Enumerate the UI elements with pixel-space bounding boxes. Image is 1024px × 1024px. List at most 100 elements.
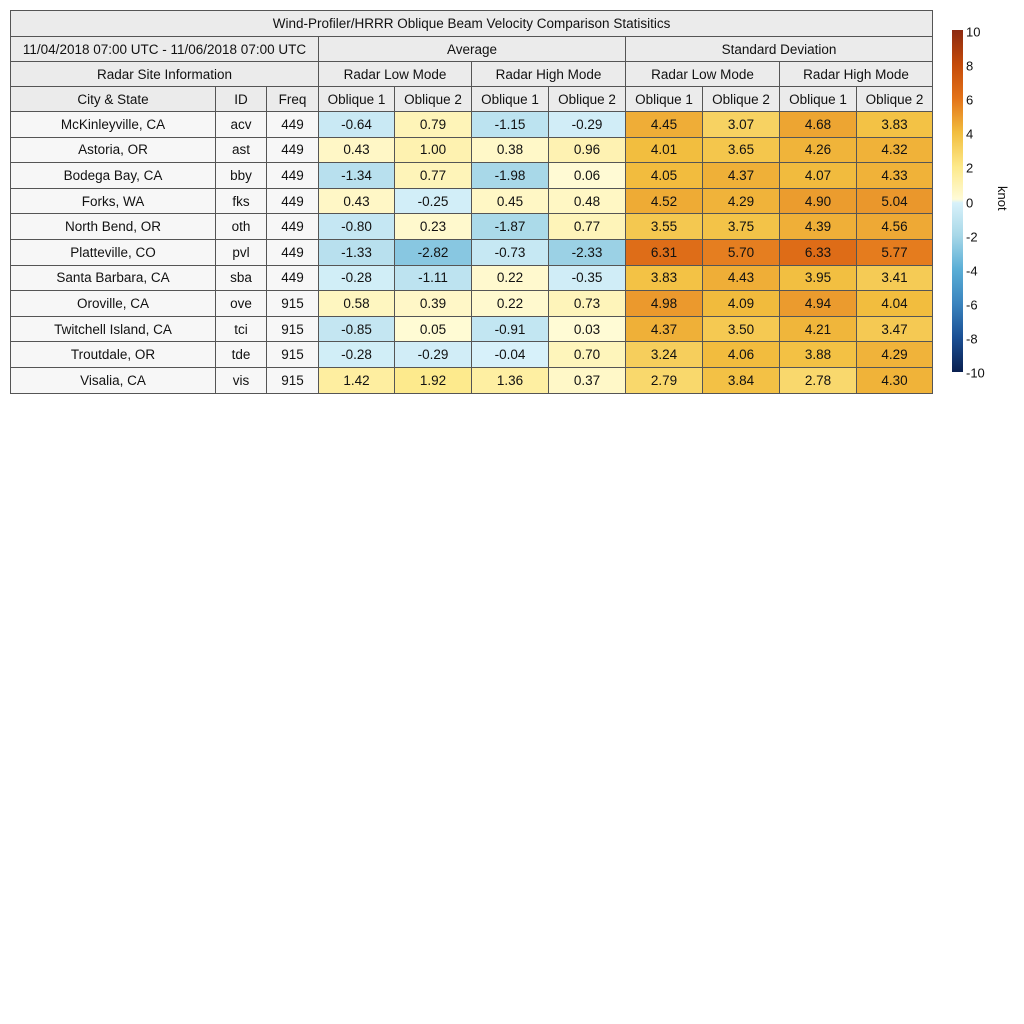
table-row: Platteville, CO pvl 449 -1.33 -2.82 -0.73 -2.3… <box>10 238 934 266</box>
value-cell: 4.29 <box>702 187 780 215</box>
value-cell: 4.04 <box>855 290 934 317</box>
freq-cell: 449 <box>266 111 319 138</box>
value-cell: -2.82 <box>394 238 472 266</box>
city-cell: Visalia, CA <box>10 366 216 394</box>
value-cell: 0.22 <box>471 290 549 317</box>
value-cell: 0.38 <box>471 136 549 164</box>
value-cell: 5.70 <box>702 238 780 266</box>
statistics-table: Wind-Profiler/HRRR Oblique Beam Velocity… <box>9 10 934 394</box>
site-info-header: Radar Site Information <box>10 61 319 87</box>
colorbar-tick: 2 <box>966 160 974 176</box>
colorbar-tick: -10 <box>966 365 985 381</box>
value-cell: 3.50 <box>702 315 780 343</box>
value-cell: 3.83 <box>855 111 934 138</box>
table-row: Bodega Bay, CA bby 449 -1.34 0.77 -1.98 0.06 4.… <box>10 162 934 189</box>
colorbar-tick: -4 <box>966 263 978 279</box>
value-cell: 0.43 <box>318 187 395 215</box>
colorbar-tick: 8 <box>966 58 974 74</box>
value-cell: 1.42 <box>318 366 395 394</box>
value-cell: 5.04 <box>855 187 934 215</box>
value-cell: -0.80 <box>318 213 395 240</box>
id-cell: pvl <box>215 238 267 266</box>
value-cell: 3.83 <box>625 264 703 292</box>
colorbar-label: knot <box>995 186 1010 211</box>
id-cell: ove <box>215 290 267 317</box>
value-cell: -0.29 <box>394 341 472 368</box>
id-cell: tde <box>215 341 267 368</box>
value-cell: 4.37 <box>625 315 703 343</box>
value-cell: -0.04 <box>471 341 549 368</box>
table-row: Twitchell Island, CA tci 915 -0.85 0.05 -0.91… <box>10 315 934 343</box>
value-cell: 1.92 <box>394 366 472 394</box>
sd-high-mode-header: Radar High Mode <box>778 61 934 87</box>
value-cell: 4.56 <box>855 213 934 240</box>
column-header: Oblique 2 <box>394 86 472 112</box>
freq-cell: 449 <box>266 238 319 266</box>
value-cell: 4.52 <box>625 187 703 215</box>
value-cell: -1.87 <box>471 213 549 240</box>
value-cell: 0.06 <box>548 162 626 189</box>
city-cell: North Bend, OR <box>10 213 216 240</box>
value-cell: 0.39 <box>394 290 472 317</box>
value-cell: 0.22 <box>471 264 549 292</box>
city-cell: Troutdale, OR <box>10 341 216 368</box>
table-row: Astoria, OR ast 449 0.43 1.00 0.38 0.96 4.01 3.6… <box>10 136 934 164</box>
value-cell: 0.58 <box>318 290 395 317</box>
value-cell: -0.91 <box>471 315 549 343</box>
value-cell: -1.11 <box>394 264 472 292</box>
value-cell: 4.07 <box>779 162 857 189</box>
freq-cell: 449 <box>266 187 319 215</box>
city-cell: Santa Barbara, CA <box>10 264 216 292</box>
value-cell: 4.33 <box>855 162 934 189</box>
value-cell: 4.32 <box>855 136 934 164</box>
city-cell: Bodega Bay, CA <box>10 162 216 189</box>
city-cell: Forks, WA <box>10 187 216 215</box>
value-cell: 0.73 <box>548 290 626 317</box>
colorbar-tick: 4 <box>966 126 974 142</box>
id-cell: fks <box>215 187 267 215</box>
value-cell: 3.75 <box>702 213 780 240</box>
table-title: Wind-Profiler/HRRR Oblique Beam Velocity… <box>9 10 934 37</box>
value-cell: 6.31 <box>625 238 703 266</box>
value-cell: 4.45 <box>625 111 703 138</box>
city-cell: Oroville, CA <box>10 290 216 317</box>
value-cell: 0.37 <box>548 366 626 394</box>
freq-cell: 449 <box>266 213 319 240</box>
value-cell: 4.29 <box>855 341 934 368</box>
sd-low-mode-header: Radar Low Mode <box>625 61 780 87</box>
value-cell: -1.34 <box>318 162 395 189</box>
freq-cell: 449 <box>266 264 319 292</box>
value-cell: 0.45 <box>471 187 549 215</box>
colorbar-tick: 0 <box>966 195 974 210</box>
value-cell: 2.78 <box>779 366 857 394</box>
value-cell: 3.41 <box>855 264 934 292</box>
value-cell: -1.33 <box>318 238 395 266</box>
value-cell: 3.84 <box>702 366 780 394</box>
freq-cell: 449 <box>266 136 319 164</box>
freq-cell: 449 <box>266 162 319 189</box>
value-cell: -0.73 <box>471 238 549 266</box>
value-cell: 6.33 <box>779 238 857 266</box>
table-row: Forks, WA fks 449 0.43 -0.25 0.45 0.48 4.52 4.29… <box>10 187 934 215</box>
column-header: Oblique 1 <box>318 86 395 112</box>
column-header: Oblique 1 <box>779 86 857 112</box>
id-cell: ast <box>215 136 267 164</box>
value-cell: 0.43 <box>318 136 395 164</box>
value-cell: 3.24 <box>625 341 703 368</box>
table-row: Santa Barbara, CA sba 449 -0.28 -1.11 0.22 -0.… <box>10 264 934 292</box>
value-cell: -0.35 <box>548 264 626 292</box>
value-cell: 4.06 <box>702 341 780 368</box>
id-cell: vis <box>215 366 267 394</box>
value-cell: 4.90 <box>779 187 857 215</box>
value-cell: 3.47 <box>855 315 934 343</box>
avg-low-mode-header: Radar Low Mode <box>318 61 472 87</box>
freq-cell: 915 <box>266 290 319 317</box>
city-cell: Twitchell Island, CA <box>10 315 216 343</box>
table-row: McKinleyville, CA acv 449 -0.64 0.79 -1.15 -0.… <box>10 111 934 138</box>
value-cell: 3.88 <box>779 341 857 368</box>
colorbar-tick: -8 <box>966 331 978 347</box>
table-row: North Bend, OR oth 449 -0.80 0.23 -1.87 0.77 3.… <box>10 213 934 240</box>
value-cell: -0.28 <box>318 341 395 368</box>
value-cell: 3.95 <box>779 264 857 292</box>
value-cell: 0.79 <box>394 111 472 138</box>
